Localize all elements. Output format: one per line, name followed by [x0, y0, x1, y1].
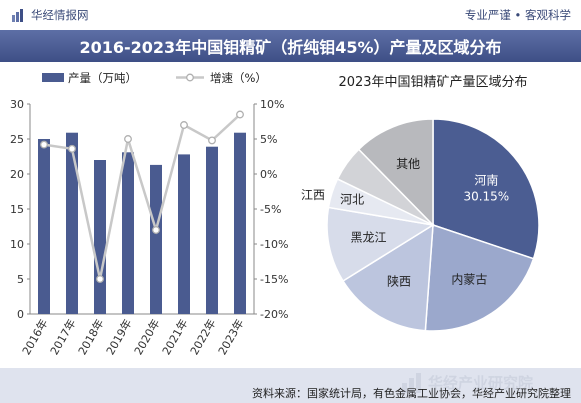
pie-value-label: 30.15% — [463, 190, 509, 204]
pie-label: 河北 — [340, 192, 364, 206]
x-tick-label: 2016年 — [19, 317, 51, 358]
pie-slice-其他 — [357, 118, 434, 227]
bar-2022年 — [206, 146, 218, 314]
x-tick-label: 2022年 — [187, 317, 219, 358]
pie-slice-内蒙古 — [424, 223, 535, 332]
pie-label: 其他 — [396, 157, 420, 171]
bar-2016年 — [38, 139, 50, 314]
x-tick-label: 2021年 — [159, 317, 191, 358]
y-right-tick-label: 0% — [260, 168, 277, 181]
slogan: 专业严谨 • 客观科学 — [464, 8, 571, 22]
combo-chart: 051015202530-20%-15%-10%-5%0%5%10%2016年2… — [10, 71, 288, 357]
pie-label: 黑龙江 — [351, 231, 387, 245]
x-tick-label: 2020年 — [131, 317, 163, 358]
legend-label-bar: 产量（万吨） — [68, 71, 137, 85]
growth-point-2020年 — [152, 226, 160, 234]
pie-label: 江西 — [301, 188, 325, 202]
y-left-tick-label: 5 — [17, 273, 24, 286]
y-left-tick-label: 25 — [10, 133, 24, 146]
chart-panel: 0 5 10 15 20 25 30 -20% -15% -10% -5% 0% 5% 10% 2016年 2… — [0, 62, 581, 368]
growth-point-2018年 — [96, 275, 104, 283]
growth-point-2021年 — [180, 121, 188, 129]
growth-point-2017年 — [68, 144, 76, 153]
y-left-tick-label: 10 — [10, 238, 24, 251]
legend-label-line: 增速（%） — [210, 71, 267, 85]
growth-point-2022年 — [208, 136, 216, 145]
y-right-tick-label: 5% — [260, 133, 277, 146]
pie-label: 内蒙古 — [451, 272, 487, 287]
y-right-tick-label: 10% — [260, 98, 284, 111]
growth-line — [43, 113, 241, 280]
bar-2018年 — [94, 160, 106, 314]
pie-slice-黑龙江 — [326, 206, 436, 282]
brand-name: 华经情报网 — [31, 8, 89, 22]
y-left-tick-label: 0 — [17, 308, 24, 321]
y-right-tick-label: -10% — [260, 238, 288, 251]
source-note: 资料来源：国家统计局，有色金属工业协会，华经产业研究院整理 — [252, 387, 571, 400]
y-left-tick-label: 15 — [10, 203, 24, 216]
bar-2020年 — [150, 164, 162, 314]
y-left-tick-label: 20 — [10, 168, 24, 181]
growth-point-2016年 — [40, 140, 48, 149]
top-bar: 华经情报网 专业严谨 • 客观科学 — [0, 0, 581, 30]
pie-label: 河南 — [474, 173, 498, 188]
x-tick-label: 2023年 — [215, 317, 247, 358]
bar-2017年 — [66, 132, 78, 314]
y-left-tick-label: 30 — [10, 98, 24, 111]
x-tick-label: 2018年 — [75, 317, 107, 358]
bar-2023年 — [234, 132, 246, 314]
pie-title: 2023年中国钼精矿产量区域分布 — [338, 75, 527, 90]
legend-swatch-bar — [42, 73, 64, 82]
watermark-text: 华经产业研究院 — [428, 374, 534, 392]
y-right-tick-label: -20% — [260, 308, 288, 321]
pie-slice-陕西 — [341, 223, 434, 332]
bar-2021年 — [178, 154, 190, 314]
growth-point-2023年 — [236, 110, 244, 119]
watermark-logo-icon — [402, 372, 421, 393]
pie-label: 陕西 — [387, 273, 411, 288]
legend-marker-line — [186, 73, 194, 82]
brand-logo-icon — [12, 9, 23, 22]
x-tick-label: 2017年 — [47, 317, 79, 358]
page-title: 2016-2023年中国钼精矿（折纯钼45%）产量及区域分布 — [0, 30, 581, 62]
footer-watermark: 华经产业研究院 — [402, 372, 533, 393]
bar-2019年 — [122, 152, 134, 314]
footer: 华经产业研究院 资料来源：国家统计局，有色金属工业协会，华经产业研究院整理 — [0, 368, 581, 403]
y-right-tick-label: -5% — [260, 203, 281, 216]
pie-slice-河南 — [432, 118, 540, 260]
chart-legend: 产量（万吨） 增速（%） — [42, 71, 267, 85]
brand: 华经情报网 — [12, 7, 89, 23]
growth-point-2019年 — [124, 135, 132, 143]
y-right-tick-label: -15% — [260, 273, 288, 286]
x-tick-label: 2019年 — [103, 317, 135, 358]
chart-canvas: 051015202530-20%-15%-10%-5%0%5%10%2016年2… — [10, 71, 540, 357]
